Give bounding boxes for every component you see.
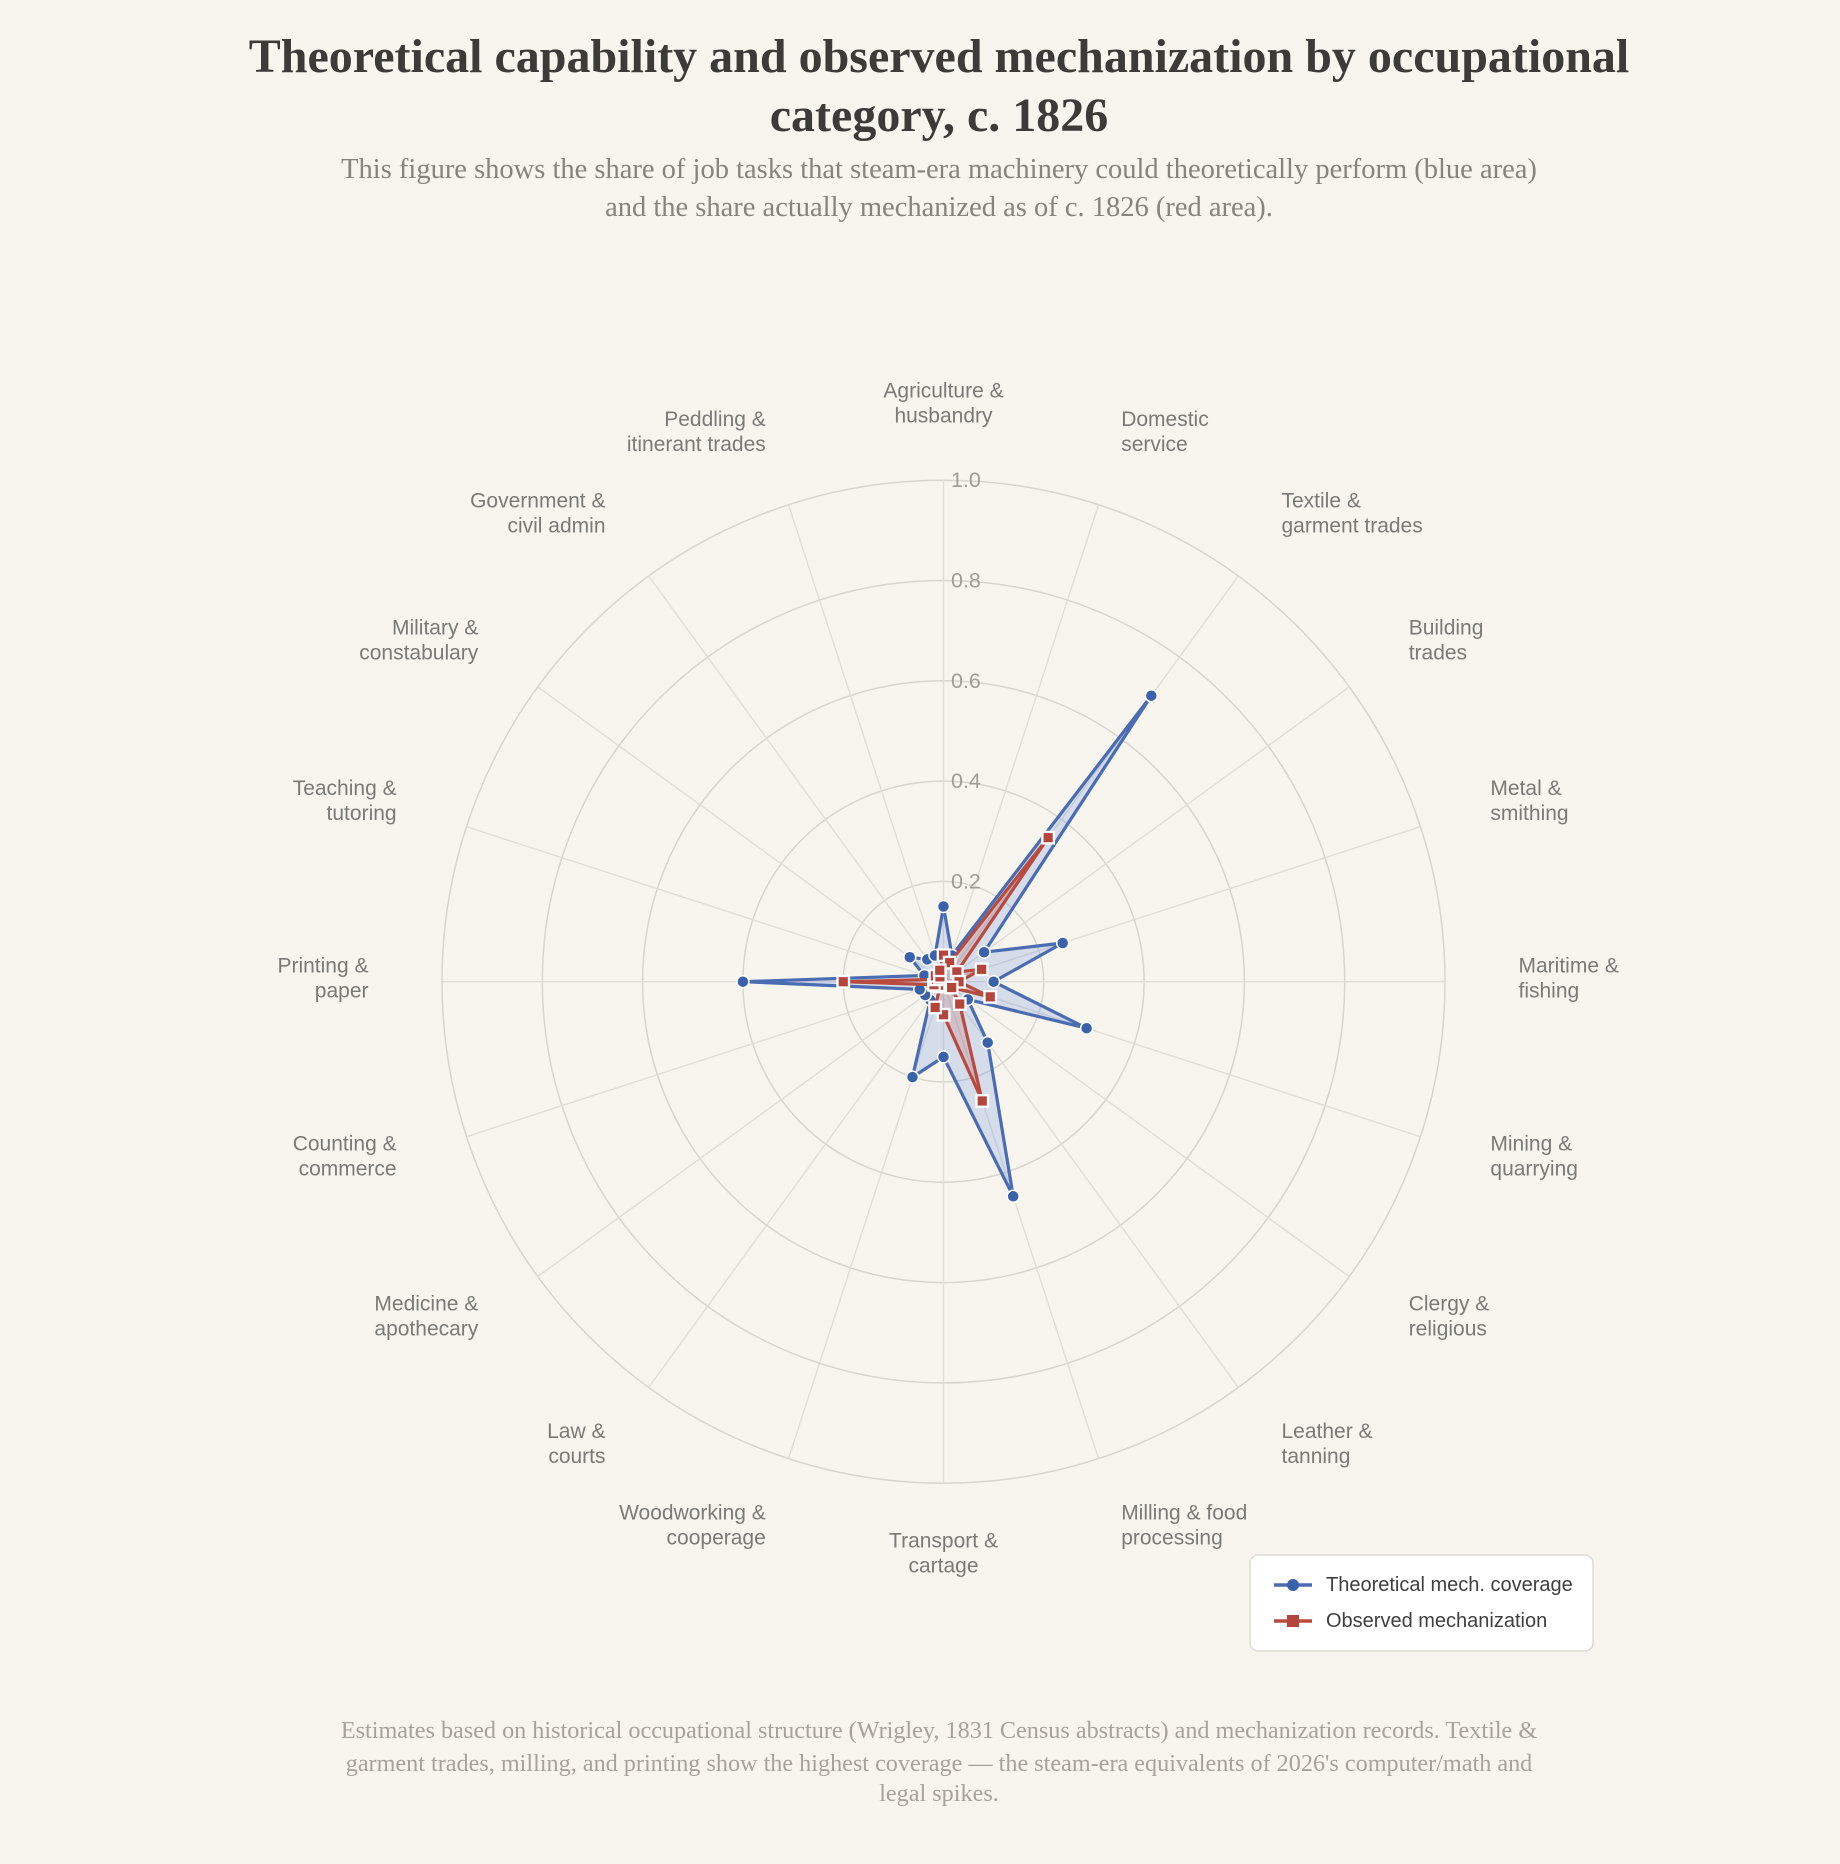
svg-text:religious: religious [1409, 1318, 1487, 1341]
svg-text:0.8: 0.8 [951, 569, 981, 593]
svg-text:service: service [1121, 433, 1188, 456]
svg-text:itinerant trades: itinerant trades [627, 433, 766, 456]
svg-text:Metal &: Metal & [1490, 777, 1561, 800]
svg-text:tutoring: tutoring [327, 802, 397, 825]
svg-text:Transport &: Transport & [889, 1530, 998, 1553]
svg-text:0.2: 0.2 [951, 869, 981, 893]
svg-text:courts: courts [548, 1445, 605, 1468]
svg-text:civil admin: civil admin [507, 515, 605, 538]
svg-text:commerce: commerce [299, 1157, 397, 1180]
svg-text:0.6: 0.6 [951, 669, 981, 693]
svg-text:1.0: 1.0 [951, 468, 981, 492]
svg-text:0.4: 0.4 [951, 769, 981, 793]
svg-text:Domestic: Domestic [1121, 408, 1209, 431]
svg-text:Military &: Military & [392, 617, 478, 640]
svg-text:smithing: smithing [1490, 802, 1568, 825]
svg-text:tanning: tanning [1282, 1445, 1351, 1468]
svg-text:husbandry: husbandry [894, 405, 993, 428]
svg-text:Agriculture &: Agriculture & [883, 380, 1003, 403]
svg-text:Government &: Government & [470, 490, 605, 513]
svg-text:Observed mechanization: Observed mechanization [1326, 1610, 1547, 1632]
svg-text:Building: Building [1409, 617, 1484, 640]
svg-text:Theoretical mech. coverage: Theoretical mech. coverage [1326, 1574, 1573, 1596]
svg-text:Maritime &: Maritime & [1519, 955, 1619, 978]
svg-text:Milling & food: Milling & food [1121, 1502, 1247, 1525]
svg-text:cooperage: cooperage [667, 1527, 766, 1550]
svg-text:paper: paper [315, 980, 369, 1003]
svg-text:garment trades: garment trades [1282, 515, 1423, 538]
svg-text:Mining &: Mining & [1490, 1132, 1572, 1155]
svg-text:apothecary: apothecary [374, 1318, 478, 1341]
svg-text:constabulary: constabulary [359, 642, 479, 665]
svg-text:fishing: fishing [1519, 980, 1580, 1003]
svg-text:quarrying: quarrying [1490, 1157, 1578, 1180]
svg-text:Law &: Law & [547, 1420, 605, 1443]
svg-text:processing: processing [1121, 1527, 1223, 1550]
svg-text:Woodworking &: Woodworking & [619, 1502, 766, 1525]
svg-text:Teaching &: Teaching & [293, 777, 397, 800]
svg-text:Counting &: Counting & [293, 1132, 397, 1155]
svg-text:cartage: cartage [908, 1555, 978, 1578]
svg-text:Textile &: Textile & [1282, 490, 1361, 513]
svg-text:trades: trades [1409, 642, 1467, 665]
svg-text:Peddling &: Peddling & [664, 408, 766, 431]
svg-text:Printing &: Printing & [277, 955, 368, 978]
svg-text:Medicine &: Medicine & [374, 1293, 478, 1316]
svg-text:Leather &: Leather & [1282, 1420, 1373, 1443]
svg-text:Clergy &: Clergy & [1409, 1293, 1490, 1316]
